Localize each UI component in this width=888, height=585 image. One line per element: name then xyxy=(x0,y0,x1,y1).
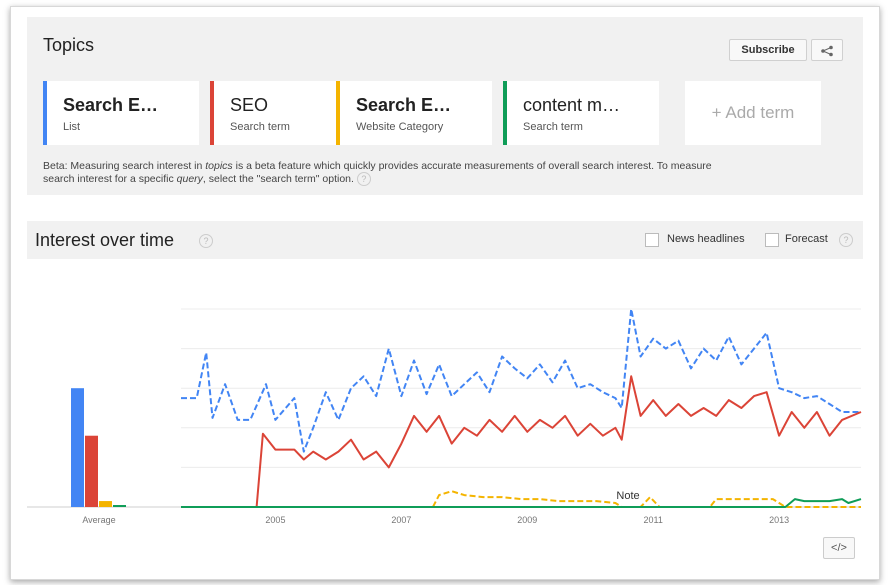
help-icon[interactable]: ? xyxy=(199,234,213,248)
x-tick-label: 2005 xyxy=(265,515,285,525)
help-icon[interactable]: ? xyxy=(839,233,853,247)
series-line-1 xyxy=(181,308,861,453)
help-icon[interactable]: ? xyxy=(356,172,371,186)
x-tick-label: 2007 xyxy=(391,515,411,525)
x-tick-label: 2009 xyxy=(517,515,537,525)
beta-text: is a beta feature which quickly provides… xyxy=(43,160,712,185)
term-card-4[interactable]: content m… Search term xyxy=(503,81,659,145)
average-bar xyxy=(99,501,112,507)
series-line-2 xyxy=(181,375,862,508)
share-icon xyxy=(821,45,833,57)
beta-query-word: query xyxy=(176,172,203,185)
note-annotation: Note xyxy=(616,490,639,502)
average-label: Average xyxy=(82,515,115,525)
add-term-button[interactable]: + Add term xyxy=(685,81,821,145)
forecast-checkbox[interactable] xyxy=(765,233,779,247)
beta-topics-word: topics xyxy=(205,160,233,172)
average-bar xyxy=(85,435,98,507)
share-button[interactable] xyxy=(811,39,843,61)
beta-notice: Beta: Measuring search interest in topic… xyxy=(43,160,723,186)
topics-title: Topics xyxy=(43,35,95,55)
beta-text: , select the "search term" option. xyxy=(202,172,354,185)
embed-button[interactable]: </> xyxy=(823,537,855,559)
term-title: SEO xyxy=(230,95,269,115)
beta-text: Beta: Measuring search interest in xyxy=(43,160,206,172)
average-bar xyxy=(113,505,126,507)
term-type: Search term xyxy=(523,121,583,133)
topics-section: Topics Subscribe Search E… List SEO Sear… xyxy=(27,17,863,195)
term-type: Search term xyxy=(230,121,290,133)
term-type: List xyxy=(63,121,81,133)
news-headlines-checkbox[interactable] xyxy=(645,233,659,247)
term-type: Website Category xyxy=(356,121,444,133)
x-tick-label: 2013 xyxy=(769,515,789,525)
forecast-label: Forecast xyxy=(785,233,828,245)
x-tick-label: 2011 xyxy=(644,515,663,525)
trends-panel: Topics Subscribe Search E… List SEO Sear… xyxy=(10,6,880,580)
news-headlines-label: News headlines xyxy=(667,233,745,245)
subscribe-button[interactable]: Subscribe xyxy=(729,39,807,61)
interest-chart[interactable]: 2005 2007 2009 2011 2013 Average Note xyxy=(27,265,863,527)
term-card-1[interactable]: Search E… List xyxy=(43,81,199,145)
term-card-3[interactable]: Search E… Website Category xyxy=(336,81,492,145)
term-title: Search E… xyxy=(356,95,452,115)
term-title: content m… xyxy=(523,95,621,115)
series-line-4 xyxy=(181,498,862,508)
interest-over-time-header: Interest over time ? News headlines Fore… xyxy=(27,221,863,259)
average-bar xyxy=(71,388,84,507)
term-title: Search E… xyxy=(63,95,159,115)
section-title: Interest over time xyxy=(35,230,175,250)
series-line-3 xyxy=(181,490,861,508)
